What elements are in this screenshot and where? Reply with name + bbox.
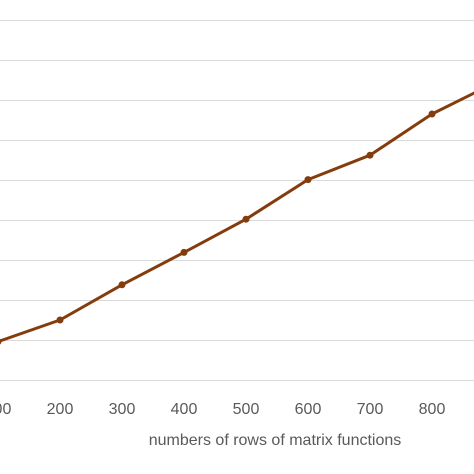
x-tick-label: 600	[295, 401, 322, 418]
data-point	[0, 338, 2, 345]
x-tick-label: 100	[0, 401, 11, 418]
x-tick-label: 700	[357, 401, 384, 418]
data-point	[242, 215, 250, 223]
data-point	[180, 248, 188, 256]
data-point	[118, 281, 126, 289]
series-line	[0, 91, 474, 343]
data-point	[366, 151, 374, 159]
data-point	[56, 316, 64, 324]
x-tick-label: 400	[171, 401, 198, 418]
gridlines	[0, 20, 474, 381]
x-tick-labels: 100 200 300 400 500 600 700 800	[0, 401, 445, 418]
series-group	[0, 91, 474, 345]
data-point	[304, 176, 312, 184]
x-axis-title: numbers of rows of matrix functions	[149, 432, 402, 449]
x-tick-label: 200	[47, 401, 74, 418]
x-tick-label: 300	[109, 401, 136, 418]
data-point	[428, 110, 436, 118]
x-tick-label: 800	[419, 401, 446, 418]
x-tick-label: 500	[233, 401, 260, 418]
